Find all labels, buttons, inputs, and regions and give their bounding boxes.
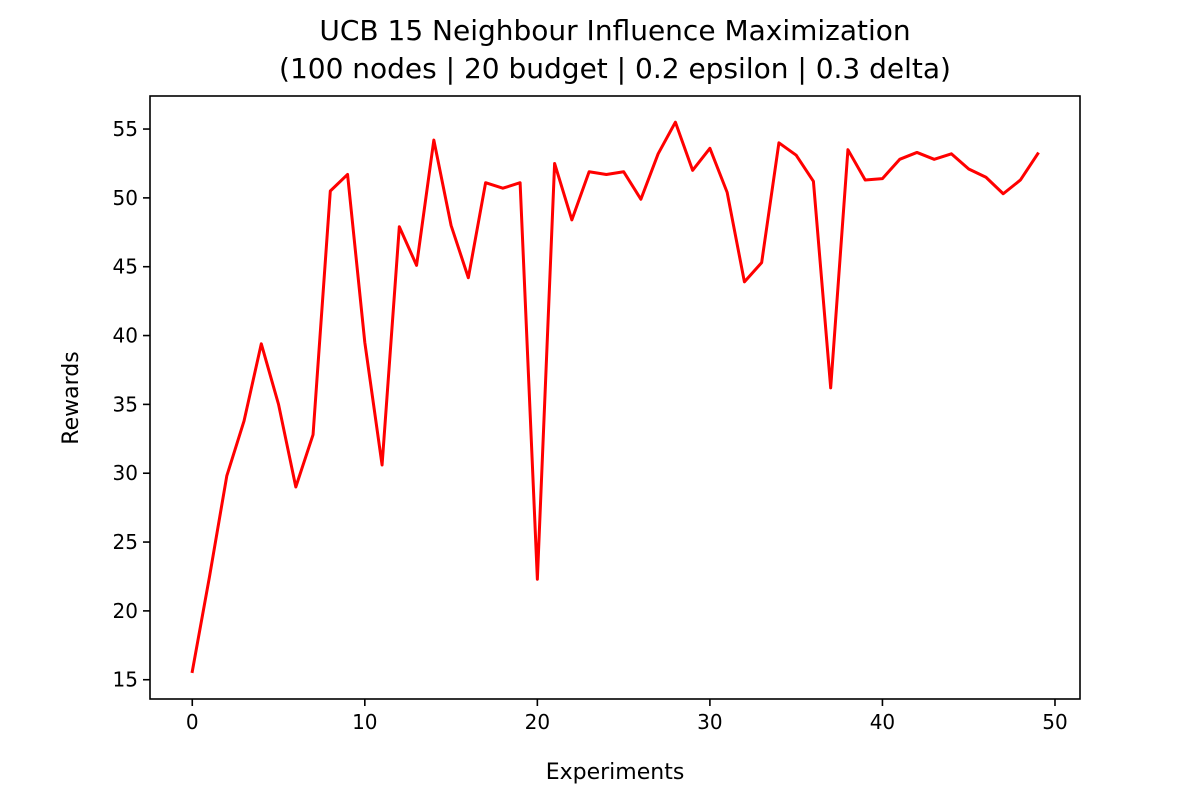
x-tick-label: 30 [697, 710, 722, 734]
plot-series [190, 120, 1040, 674]
chart-subtitle: (100 nodes | 20 budget | 0.2 epsilon | 0… [279, 52, 951, 85]
x-tick-label: 40 [870, 710, 895, 734]
chart-title: UCB 15 Neighbour Influence Maximization [319, 14, 910, 47]
x-tick-label: 20 [525, 710, 550, 734]
x-tick-label: 50 [1042, 710, 1067, 734]
x-tick-label: 10 [352, 710, 377, 734]
y-tick-label: 20 [113, 599, 138, 623]
y-tick-label: 40 [113, 324, 138, 348]
y-tick-label: 15 [113, 668, 138, 692]
y-tick-label: 50 [113, 186, 138, 210]
y-tick-label: 25 [113, 530, 138, 554]
x-axis-label: Experiments [546, 760, 685, 785]
y-axis-label: Rewards [59, 351, 84, 444]
y-tick-label: 45 [113, 255, 138, 279]
axis-ticks: 0 10 20 30 40 50 15 20 25 30 35 40 45 50 55 [113, 117, 1068, 734]
y-tick-label: 55 [113, 117, 138, 141]
y-tick-label: 35 [113, 392, 138, 416]
plot-frame [149, 95, 1081, 700]
y-tick-label: 30 [113, 461, 138, 485]
x-tick-label: 0 [186, 710, 199, 734]
series-line [190, 120, 1040, 674]
